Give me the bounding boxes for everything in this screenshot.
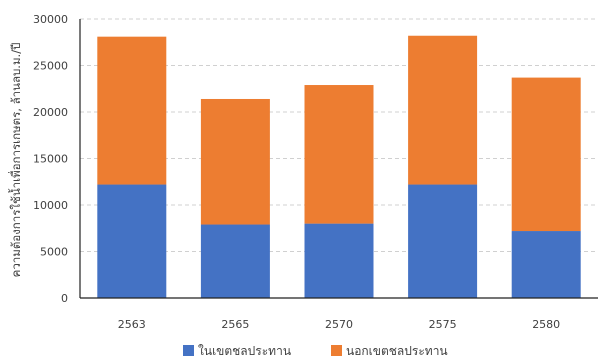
axes [79, 19, 598, 299]
bar-2580-series-1 [511, 77, 581, 232]
bar-2565-series-0 [200, 224, 270, 298]
legend-swatch-non-irrigated [331, 345, 342, 356]
y-tick-labels: 0 5000 10000 15000 20000 25000 30000 [33, 13, 68, 305]
bar-2575-series-0 [408, 184, 478, 298]
x-tick-label: 2565 [221, 318, 249, 331]
bar-2570-series-0 [304, 223, 374, 298]
y-tick-label: 20000 [33, 106, 68, 119]
x-tick-label: 2575 [429, 318, 457, 331]
y-axis-label: ความต้องการใช้น้ำเพื่อการเกษตร, ล้านลบ.ม… [8, 43, 23, 278]
bars [97, 35, 581, 298]
y-tick-label: 10000 [33, 199, 68, 212]
bar-2570-series-1 [304, 85, 374, 224]
bar-2565-series-1 [200, 98, 270, 225]
legend-swatch-irrigated [183, 345, 194, 356]
bar-2575-series-1 [408, 35, 478, 185]
y-tick-label: 30000 [33, 13, 68, 26]
x-tick-label: 2563 [118, 318, 146, 331]
bar-2563-series-0 [97, 184, 167, 298]
y-tick-label: 15000 [33, 153, 68, 166]
x-tick-label: 2570 [325, 318, 353, 331]
legend-label-non-irrigated: นอกเขตชลประทาน [346, 344, 448, 358]
bar-2580-series-0 [511, 231, 581, 298]
x-tick-labels: 2563 2565 2570 2575 2580 [118, 318, 560, 331]
bar-2563-series-1 [97, 36, 167, 185]
x-tick-label: 2580 [532, 318, 560, 331]
y-tick-label: 25000 [33, 60, 68, 73]
legend: ในเขตชลประทาน นอกเขตชลประทาน [183, 344, 448, 358]
y-tick-label: 5000 [40, 246, 68, 259]
legend-label-irrigated: ในเขตชลประทาน [198, 344, 291, 358]
y-tick-label: 0 [61, 292, 68, 305]
